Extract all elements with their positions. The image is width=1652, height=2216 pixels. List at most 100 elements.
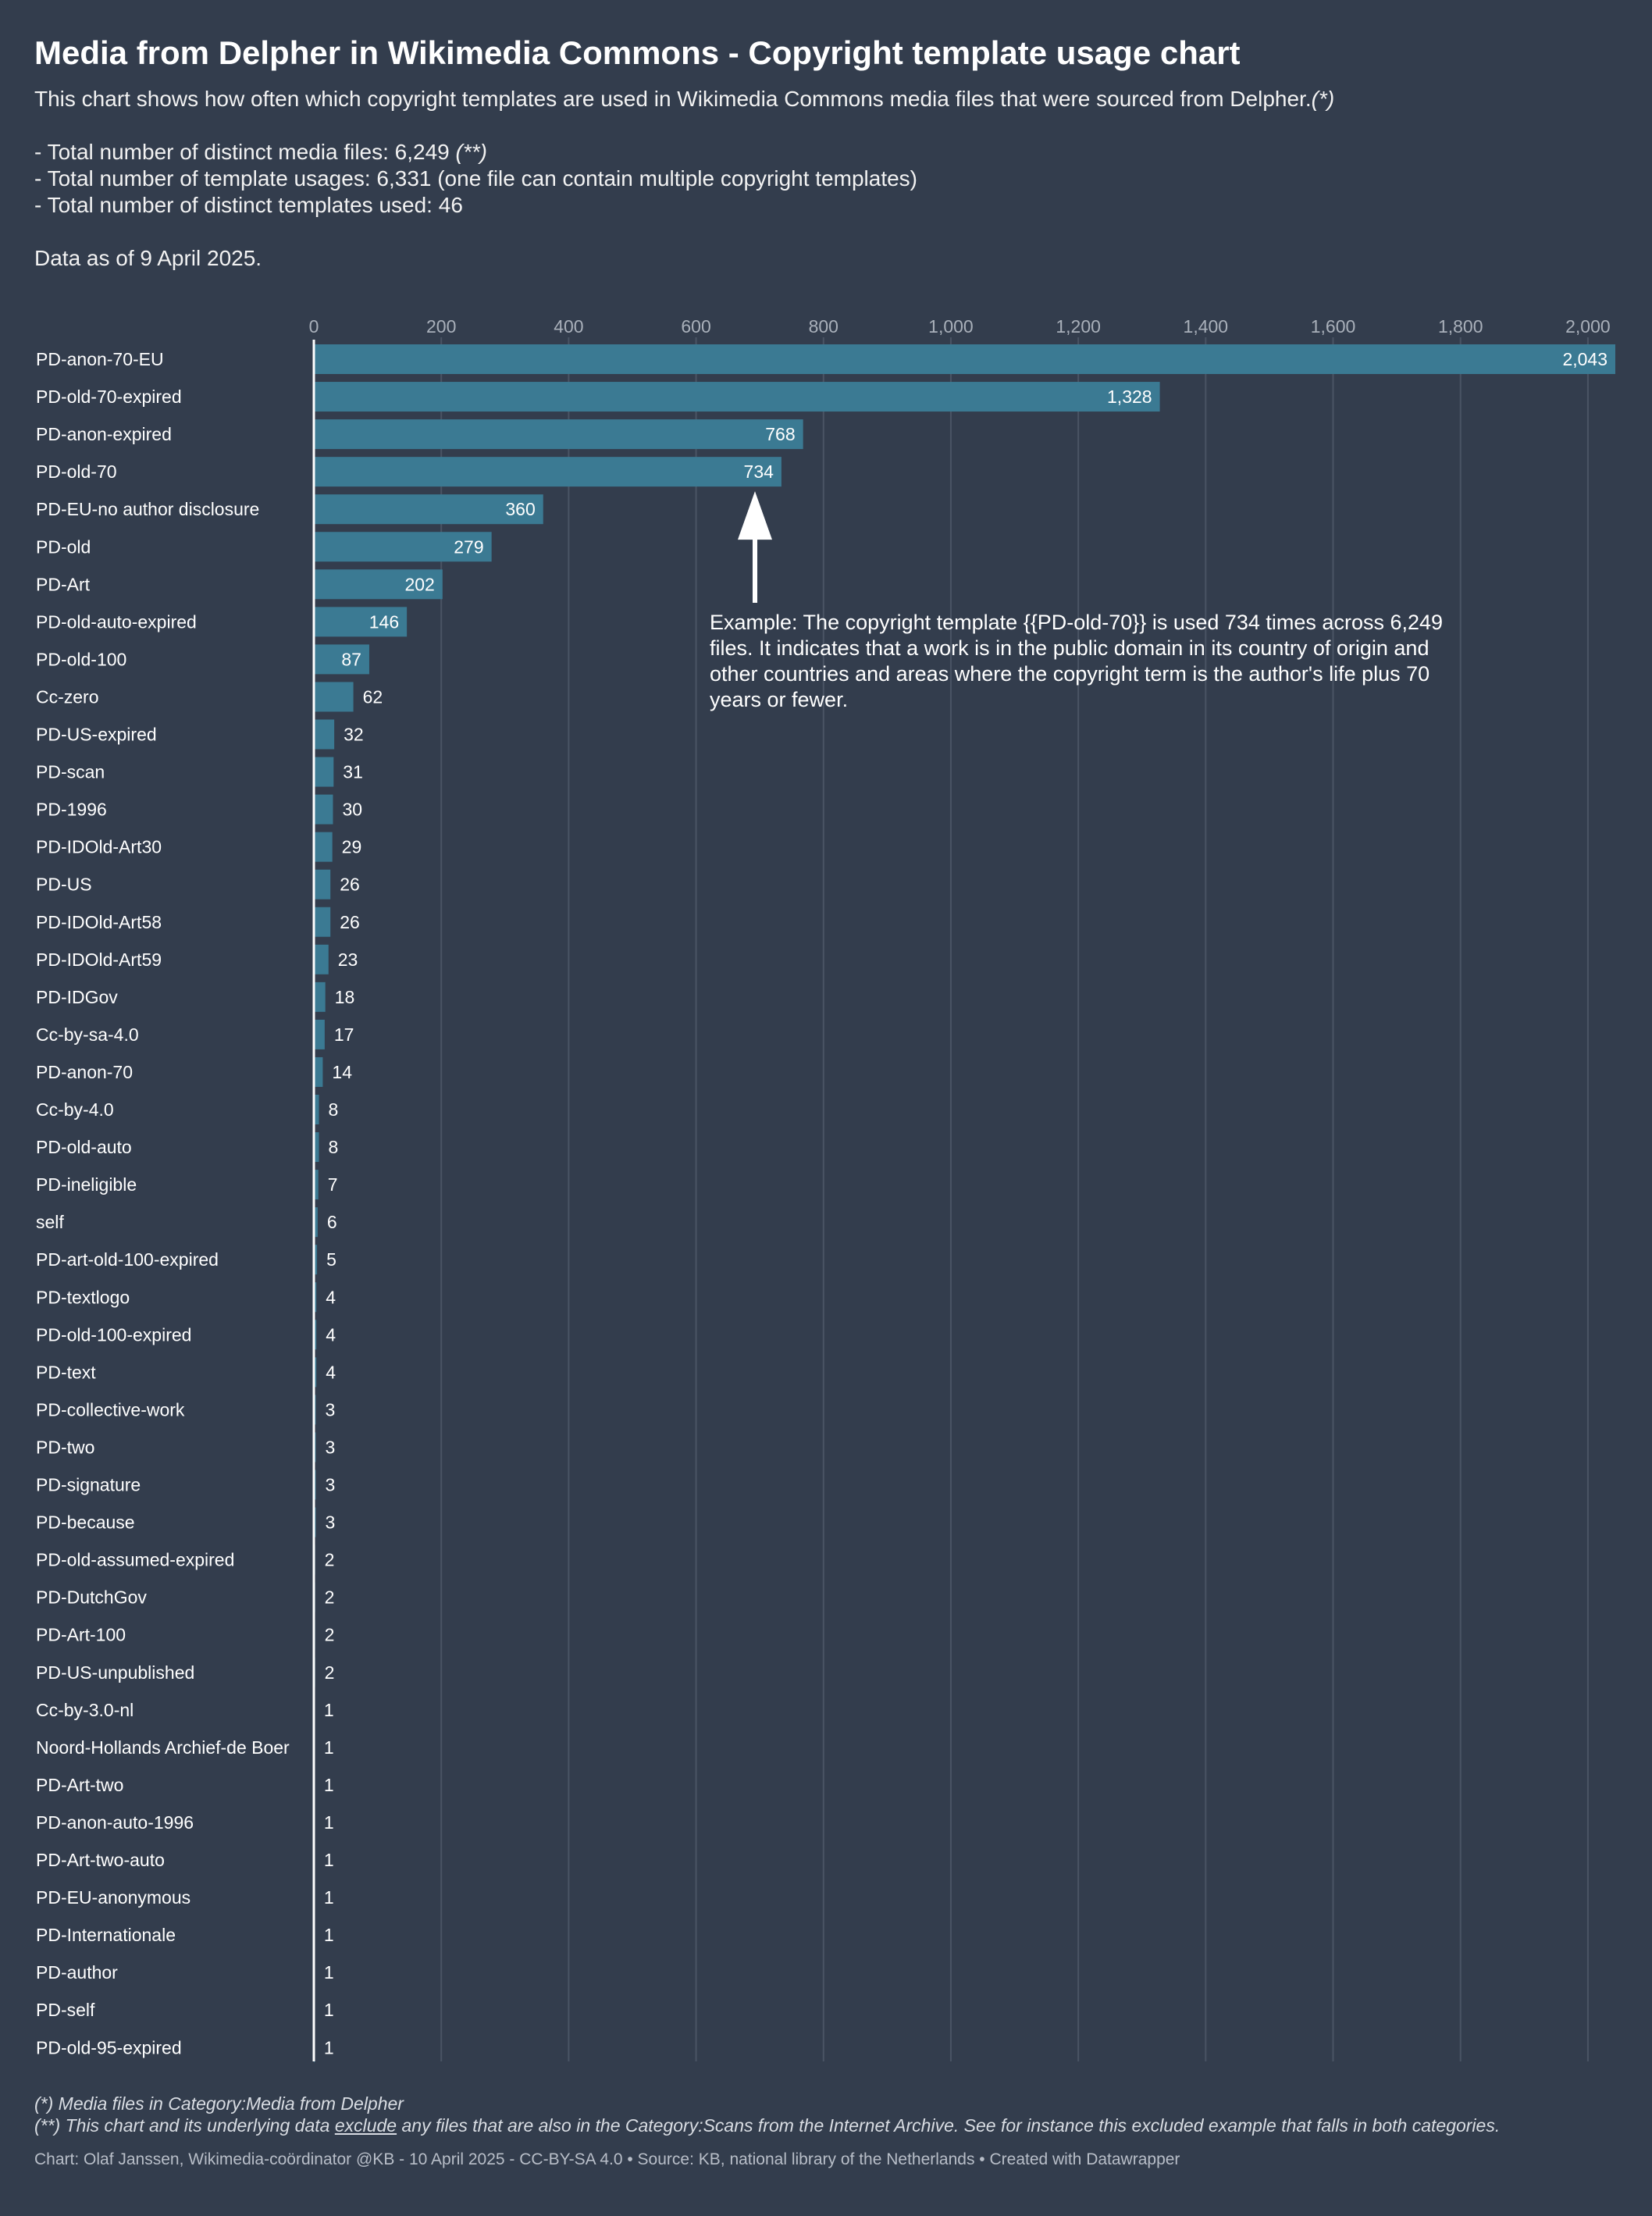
value-label: 202 [404, 574, 434, 594]
x-tick-label: 2,000 [1565, 316, 1611, 337]
chart-header: Media from Delpher in Wikimedia Commons … [34, 31, 1611, 272]
bar [314, 344, 1615, 374]
category-label: PD-US-expired [36, 725, 157, 745]
bar [314, 382, 1160, 412]
bar [314, 532, 492, 562]
chart-credit: Chart: Olaf Janssen, Wikimedia-coördinat… [34, 2150, 1180, 2168]
bar [314, 794, 333, 825]
bar [314, 1282, 317, 1313]
bar [314, 757, 334, 787]
bars-layer [314, 344, 1615, 2063]
bar [314, 832, 333, 862]
bar [314, 644, 369, 675]
category-label: self [36, 1212, 64, 1232]
x-tick-label: 800 [809, 316, 838, 337]
value-label: 1 [324, 2000, 334, 2020]
bar [314, 1207, 318, 1238]
value-label: 5 [326, 1249, 336, 1270]
bar [314, 1357, 317, 1388]
category-label: PD-US-unpublished [36, 1662, 194, 1683]
footnote-2-suffix: any files that are also in the Category:… [397, 2115, 1501, 2136]
annotation-text-line: other countries and areas where the copy… [710, 662, 1429, 686]
x-tick-label: 1,400 [1184, 316, 1229, 337]
value-label: 1 [324, 1962, 334, 1983]
x-tick-label: 200 [426, 316, 456, 337]
category-label: Noord-Hollands Archief-de Boer [36, 1737, 290, 1758]
value-label: 3 [325, 1475, 335, 1495]
annotation: Example: The copyright template {{PD-old… [710, 491, 1443, 711]
value-label: 1,328 [1107, 387, 1152, 407]
chart-title: Media from Delpher in Wikimedia Commons … [34, 34, 1241, 71]
category-label: PD-Art-two-auto [36, 1850, 165, 1870]
data-date: Data as of 9 April 2025. [34, 246, 262, 270]
value-label: 62 [363, 686, 383, 707]
value-label: 1 [324, 1812, 334, 1833]
category-label: PD-scan [36, 762, 105, 782]
value-label: 2 [325, 1587, 335, 1608]
stat-files-text: - Total number of distinct media files: … [34, 140, 456, 164]
x-tick-label: 600 [681, 316, 710, 337]
value-label: 2 [325, 1550, 335, 1570]
bar [314, 907, 331, 937]
value-label: 1 [324, 2037, 334, 2057]
category-label: PD-ineligible [36, 1174, 137, 1195]
chart-description: This chart shows how often which copyrig… [34, 86, 1611, 272]
value-label: 32 [344, 725, 364, 745]
category-label: PD-textlogo [36, 1287, 130, 1307]
value-label: 8 [329, 1099, 339, 1120]
x-tick-label: 1,200 [1056, 316, 1101, 337]
bar [314, 1132, 319, 1163]
category-label: Cc-by-4.0 [36, 1099, 114, 1120]
value-label: 87 [341, 649, 361, 669]
category-label: PD-EU-anonymous [36, 1887, 190, 1908]
bar-chart: 0 200 400 600 800 1,000 1,200 1,400 1,600 1,800 2,… [36, 316, 1615, 2063]
category-label: PD-author [36, 1962, 118, 1983]
value-label: 29 [342, 837, 362, 857]
category-label: PD-DutchGov [36, 1587, 147, 1608]
x-tick-label: 1,600 [1311, 316, 1356, 337]
value-label: 7 [328, 1174, 338, 1195]
value-label: 1 [324, 1737, 334, 1758]
value-label: 8 [329, 1137, 339, 1157]
footnote-2-prefix: (**) This chart and its underlying data [34, 2115, 335, 2136]
category-label: PD-self [36, 2000, 95, 2020]
bar [314, 1056, 323, 1087]
x-axis-ticks: 0 200 400 600 800 1,000 1,200 1,400 1,600 1,800 2,… [309, 316, 1611, 337]
category-label: PD-signature [36, 1475, 141, 1495]
value-label: 1 [324, 1887, 334, 1908]
intro-line: This chart shows how often which copyrig… [34, 86, 1611, 112]
bar [314, 1095, 319, 1124]
value-label: 3 [325, 1437, 335, 1457]
bar [314, 982, 326, 1012]
category-label: PD-anon-auto-1996 [36, 1812, 194, 1833]
exclude-link[interactable]: exclude [334, 2115, 397, 2136]
x-tick-label: 0 [309, 316, 319, 337]
category-label: Cc-zero [36, 686, 99, 707]
value-label: 31 [343, 762, 363, 782]
category-label: PD-Internationale [36, 1925, 176, 1945]
bar [314, 419, 803, 450]
x-tick-label: 1,800 [1438, 316, 1483, 337]
category-label: PD-old [36, 536, 91, 557]
bar [314, 1245, 318, 1275]
category-label: PD-old-auto-expired [36, 611, 197, 632]
category-label: PD-old-auto [36, 1137, 132, 1157]
stat-files: - Total number of distinct media files: … [34, 139, 1611, 166]
bar [314, 457, 781, 487]
category-label: PD-IDOld-Art30 [36, 837, 162, 857]
bar [314, 1320, 317, 1350]
category-label: PD-Art [36, 574, 91, 594]
chart-footer: (*) Media files in Category:Media from D… [34, 2093, 1619, 2171]
category-label: PD-old-70 [36, 461, 117, 482]
category-label: PD-anon-expired [36, 424, 172, 444]
value-label: 4 [326, 1362, 336, 1382]
value-label: 734 [744, 461, 774, 482]
category-label: PD-old-100-expired [36, 1324, 191, 1345]
category-label: PD-old-95-expired [36, 2037, 182, 2057]
category-label: PD-IDOld-Art58 [36, 912, 162, 932]
category-label: Cc-by-3.0-nl [36, 1700, 134, 1720]
value-label: 1 [324, 1700, 334, 1720]
bar [314, 682, 354, 712]
bar [314, 607, 408, 637]
grid-layer [440, 337, 1589, 2061]
